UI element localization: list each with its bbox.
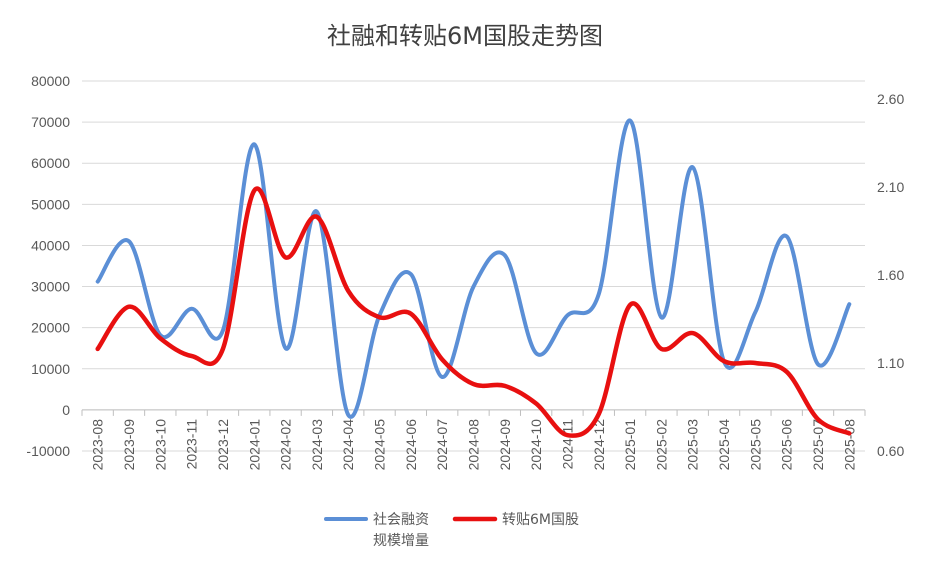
legend-label-social-financing: 规模增量 bbox=[373, 533, 429, 549]
x-tick-label: 2023-11 bbox=[184, 419, 200, 470]
x-tick-label: 2024-02 bbox=[278, 419, 294, 471]
right-tick-label: 1.10 bbox=[877, 355, 904, 371]
x-tick-label: 2023-08 bbox=[90, 419, 106, 471]
right-y-axis: 2.60 2.10 1.60 1.10 0.60 bbox=[877, 91, 904, 459]
x-tick-label: 2025-03 bbox=[685, 419, 701, 471]
chart-title: 社融和转贴6M国股走势图 bbox=[327, 22, 603, 50]
left-tick-label: 60000 bbox=[31, 155, 70, 171]
x-tick-label: 2023-10 bbox=[152, 419, 168, 471]
x-tick-label: 2025-01 bbox=[622, 419, 638, 471]
x-tick-label: 2024-07 bbox=[434, 419, 450, 471]
x-tick-label: 2024-05 bbox=[372, 419, 388, 471]
left-tick-label: 10000 bbox=[31, 361, 70, 377]
left-y-axis: 80000 70000 60000 50000 40000 30000 20000 10000… bbox=[26, 73, 70, 459]
x-tick-label: 2023-09 bbox=[121, 419, 137, 471]
right-tick-label: 2.60 bbox=[877, 91, 904, 107]
x-tick-label: 2025-02 bbox=[653, 419, 669, 471]
left-tick-label: 80000 bbox=[31, 73, 70, 89]
x-tick-label: 2024-03 bbox=[309, 419, 325, 471]
x-tick-label: 2024-12 bbox=[591, 419, 607, 471]
x-tick-label: 2025-08 bbox=[841, 419, 857, 471]
legend-label-social-financing: 社会融资 bbox=[373, 512, 429, 528]
left-tick-label: 50000 bbox=[31, 196, 70, 212]
x-tick-label: 2024-11 bbox=[559, 419, 575, 470]
x-tick-label: 2023-12 bbox=[215, 419, 231, 471]
x-tick-label: 2024-09 bbox=[497, 419, 513, 471]
x-tick-label: 2025-07 bbox=[810, 419, 826, 471]
gridlines bbox=[82, 80, 865, 452]
left-tick-label: 20000 bbox=[31, 320, 70, 336]
x-tick-label: 2024-10 bbox=[528, 419, 544, 471]
series-line-discount-6m bbox=[95, 186, 852, 438]
left-tick-label: 30000 bbox=[31, 279, 70, 295]
legend-label-discount-6m: 转贴6M国股 bbox=[502, 512, 579, 528]
left-tick-label: 0 bbox=[62, 402, 70, 418]
x-tick-label: 2024-06 bbox=[403, 419, 419, 471]
x-tick-label: 2024-08 bbox=[466, 419, 482, 471]
x-tick-label: 2024-01 bbox=[246, 419, 262, 471]
right-tick-label: 1.60 bbox=[877, 267, 904, 283]
left-tick-label: 40000 bbox=[31, 237, 70, 253]
right-tick-label: 2.10 bbox=[877, 179, 904, 195]
left-tick-label: -10000 bbox=[26, 443, 70, 459]
x-tick-label: 2024-04 bbox=[340, 419, 356, 471]
left-tick-label: 70000 bbox=[31, 114, 70, 130]
x-tick-label: 2025-04 bbox=[716, 419, 732, 471]
x-tick-label: 2025-05 bbox=[747, 419, 763, 471]
x-axis: 2023-08 2023-09 2023-10 2023-11 2023-12 2024-… bbox=[81, 409, 866, 471]
right-tick-label: 0.60 bbox=[877, 443, 904, 459]
series-lines bbox=[95, 118, 852, 438]
series-line-social-financing bbox=[95, 118, 852, 419]
x-tick-label: 2025-06 bbox=[779, 419, 795, 471]
